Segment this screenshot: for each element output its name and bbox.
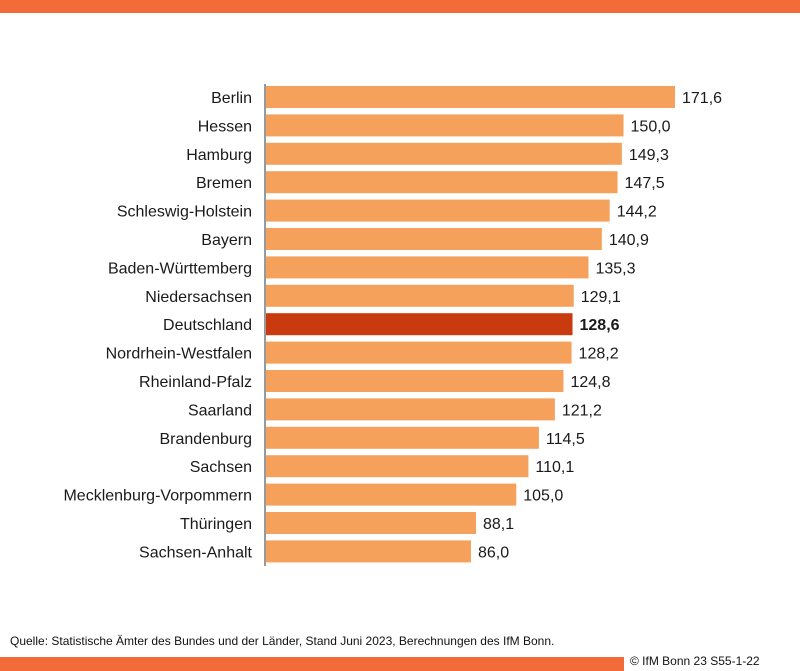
value-label-group: 171,6 150,0 149,3 147,5 144,2 140,9 135,3 129,1…	[478, 90, 722, 561]
value-label-bayern: 140,9	[609, 232, 649, 249]
value-label-deutschland: 128,6	[580, 317, 620, 334]
category-label-hamburg: Hamburg	[186, 147, 252, 164]
bar-bayern	[266, 228, 602, 250]
category-label-bremen: Bremen	[196, 175, 252, 192]
bar-deutschland	[266, 313, 573, 336]
bar-nordrhein-westfalen	[266, 341, 572, 364]
bar-bremen	[266, 171, 618, 194]
bar-thüringen	[266, 512, 476, 534]
value-label-saarland: 121,2	[562, 402, 602, 419]
category-label-schleswig-holstein: Schleswig-Holstein	[117, 204, 252, 221]
top-accent-bar	[0, 0, 800, 13]
category-label-thüringen: Thüringen	[180, 516, 252, 533]
bar-group	[266, 86, 675, 563]
value-label-bremen: 147,5	[625, 175, 665, 192]
bar-mecklenburg-vorpommern	[266, 483, 517, 506]
category-label-brandenburg: Brandenburg	[159, 431, 252, 448]
category-label-niedersachsen: Niedersachsen	[145, 289, 252, 306]
bar-niedersachsen	[266, 284, 574, 307]
bottom-accent-bar	[0, 657, 624, 671]
copyright-note: © IfM Bonn 23 S55-1-22	[630, 654, 760, 668]
bar-berlin	[266, 86, 675, 108]
category-label-saarland: Saarland	[188, 402, 252, 419]
bar-sachsen-anhalt	[266, 540, 471, 563]
value-label-berlin: 171,6	[682, 90, 722, 107]
bar-rheinland-pfalz	[266, 370, 564, 392]
category-label-hessen: Hessen	[198, 118, 252, 135]
value-label-schleswig-holstein: 144,2	[617, 204, 657, 221]
category-label-baden-württemberg: Baden-Württemberg	[108, 260, 252, 277]
value-label-sachsen-anhalt: 86,0	[478, 544, 509, 561]
value-label-hamburg: 149,3	[629, 147, 669, 164]
value-label-thüringen: 88,1	[483, 516, 514, 533]
value-label-hessen: 150,0	[631, 118, 671, 135]
value-label-mecklenburg-vorpommern: 105,0	[523, 488, 563, 505]
bar-chart: Berlin Hessen Hamburg Bremen Schleswig-Holst…	[63, 84, 722, 566]
bar-sachsen	[266, 455, 529, 478]
value-label-sachsen: 110,1	[535, 459, 574, 476]
category-label-deutschland: Deutschland	[163, 317, 252, 334]
bar-hamburg	[266, 142, 622, 165]
category-label-nordrhein-westfalen: Nordrhein-Westfalen	[106, 346, 252, 363]
category-label-sachsen-anhalt: Sachsen-Anhalt	[139, 544, 253, 561]
value-label-nordrhein-westfalen: 128,2	[579, 346, 619, 363]
category-label-group: Berlin Hessen Hamburg Bremen Schleswig-Holst…	[63, 90, 252, 561]
bar-schleswig-holstein	[266, 199, 610, 222]
bar-baden-württemberg	[266, 256, 589, 279]
category-label-mecklenburg-vorpommern: Mecklenburg-Vorpommern	[63, 488, 252, 505]
bar-saarland	[266, 398, 555, 421]
value-label-brandenburg: 114,5	[546, 431, 585, 448]
source-note: Quelle: Statistische Ämter des Bundes un…	[10, 634, 555, 648]
category-label-berlin: Berlin	[211, 90, 252, 107]
bar-brandenburg	[266, 426, 539, 449]
value-label-niedersachsen: 129,1	[581, 289, 621, 306]
bar-hessen	[266, 114, 624, 137]
value-label-rheinland-pfalz: 124,8	[570, 374, 610, 391]
category-label-bayern: Bayern	[201, 232, 252, 249]
category-label-sachsen: Sachsen	[190, 459, 252, 476]
category-label-rheinland-pfalz: Rheinland-Pfalz	[139, 374, 252, 391]
value-label-baden-württemberg: 135,3	[595, 260, 635, 277]
